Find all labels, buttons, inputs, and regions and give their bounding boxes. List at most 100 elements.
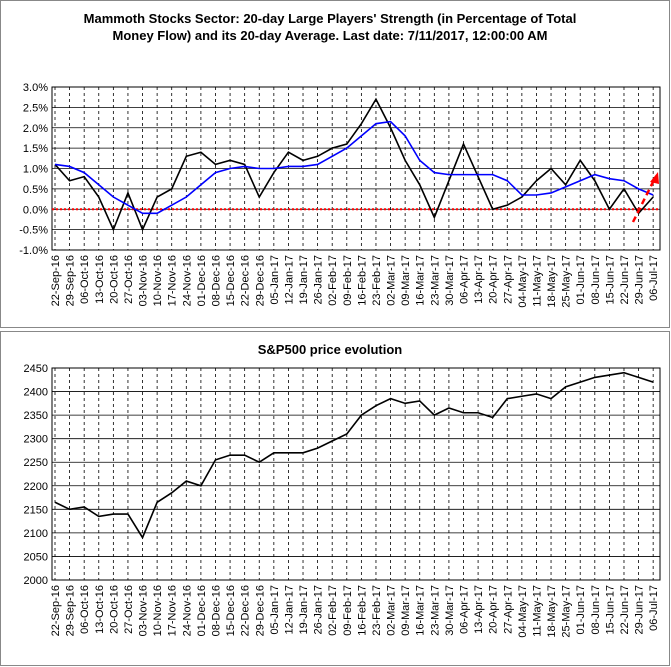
x-tick-label: 06-Jul-17 bbox=[648, 255, 660, 301]
x-tick-label: 22-Dec-16 bbox=[240, 255, 252, 306]
x-tick-label: 06-Jul-17 bbox=[648, 585, 660, 631]
y-tick-label: 2.0% bbox=[23, 123, 48, 135]
panel-border bbox=[0, 331, 670, 666]
x-tick-label: 27-Oct-16 bbox=[123, 255, 135, 304]
x-tick-label: 30-Mar-17 bbox=[444, 255, 456, 306]
x-tick-label: 06-Apr-17 bbox=[459, 585, 471, 634]
x-tick-label: 23-Mar-17 bbox=[429, 255, 441, 306]
x-tick-label: 29-Sep-16 bbox=[65, 585, 77, 636]
x-tick-label: 26-Jan-17 bbox=[313, 255, 325, 305]
x-tick-label: 06-Oct-16 bbox=[79, 255, 91, 304]
series-line bbox=[54, 97, 654, 232]
y-tick-label: -1.0% bbox=[19, 245, 48, 257]
x-tick-label: 06-Apr-17 bbox=[459, 255, 471, 304]
x-tick-label: 08-Jun-17 bbox=[590, 585, 602, 635]
x-tick-label: 15-Dec-16 bbox=[225, 255, 237, 306]
x-tick-label: 22-Sep-16 bbox=[50, 255, 62, 306]
x-tick-label: 27-Oct-16 bbox=[123, 585, 135, 634]
x-tick-label: 09-Feb-17 bbox=[342, 585, 354, 636]
x-tick-label: 18-May-17 bbox=[546, 585, 558, 638]
series-line bbox=[54, 371, 654, 540]
x-tick-label: 11-May-17 bbox=[531, 585, 543, 637]
x-tick-label: 03-Nov-16 bbox=[138, 585, 150, 636]
x-tick-label: 02-Mar-17 bbox=[386, 255, 398, 306]
x-tick-label: 13-Apr-17 bbox=[473, 255, 485, 304]
x-tick-label: 29-Jun-17 bbox=[634, 585, 646, 635]
x-tick-label: 01-Dec-16 bbox=[196, 585, 208, 636]
x-tick-label: 22-Sep-16 bbox=[50, 585, 62, 636]
x-tick-label: 08-Dec-16 bbox=[210, 585, 222, 636]
x-tick-label: 13-Oct-16 bbox=[94, 585, 106, 634]
x-tick-label: 02-Mar-17 bbox=[386, 585, 398, 636]
x-tick-label: 22-Dec-16 bbox=[240, 585, 252, 636]
x-tick-label: 15-Jun-17 bbox=[604, 255, 616, 305]
x-tick-label: 29-Dec-16 bbox=[254, 585, 266, 636]
x-tick-label: 20-Oct-16 bbox=[108, 255, 120, 304]
x-tick-label: 27-Apr-17 bbox=[502, 585, 514, 634]
series-line bbox=[54, 120, 654, 215]
x-tick-label: 04-May-17 bbox=[517, 255, 529, 308]
y-tick-label: -0.5% bbox=[19, 225, 48, 237]
annotation-arrow bbox=[631, 177, 657, 223]
x-tick-label: 25-May-17 bbox=[561, 255, 573, 308]
x-tick-label: 06-Oct-16 bbox=[79, 585, 91, 634]
y-tick-label: 2200 bbox=[24, 481, 48, 493]
plot-area bbox=[51, 367, 661, 581]
x-tick-label: 12-Jan-17 bbox=[283, 585, 295, 635]
y-tick-label: 1.0% bbox=[23, 164, 48, 176]
x-tick-label: 05-Jan-17 bbox=[269, 255, 281, 305]
x-tick-label: 20-Apr-17 bbox=[488, 585, 500, 634]
x-tick-label: 01-Dec-16 bbox=[196, 255, 208, 306]
y-tick-label: 2300 bbox=[24, 434, 48, 446]
x-tick-label: 29-Dec-16 bbox=[254, 255, 266, 306]
x-tick-label: 17-Nov-16 bbox=[167, 585, 179, 636]
x-tick-label: 15-Dec-16 bbox=[225, 585, 237, 636]
x-tick-label: 18-May-17 bbox=[546, 255, 558, 308]
y-tick-label: 2250 bbox=[24, 457, 48, 469]
x-tick-label: 20-Apr-17 bbox=[488, 255, 500, 304]
chart-title: S&P500 price evolution bbox=[257, 342, 403, 357]
y-tick-label: 2100 bbox=[24, 528, 48, 540]
x-tick-label: 15-Jun-17 bbox=[604, 585, 616, 635]
y-tick-label: 2.5% bbox=[23, 102, 48, 114]
x-tick-label: 13-Oct-16 bbox=[94, 255, 106, 304]
x-tick-label: 12-Jan-17 bbox=[283, 255, 295, 305]
y-tick-label: 2450 bbox=[24, 363, 48, 375]
y-tick-label: 2350 bbox=[24, 410, 48, 422]
x-tick-label: 10-Nov-16 bbox=[152, 585, 164, 636]
y-tick-label: 3.0% bbox=[23, 82, 48, 94]
y-tick-label: 0.5% bbox=[23, 184, 48, 196]
x-tick-label: 03-Nov-16 bbox=[138, 255, 150, 306]
x-tick-label: 11-May-17 bbox=[531, 255, 543, 307]
x-tick-label: 09-Feb-17 bbox=[342, 255, 354, 306]
y-tick-label: 2150 bbox=[24, 504, 48, 516]
x-tick-label: 09-Mar-17 bbox=[400, 585, 412, 636]
x-tick-label: 02-Feb-17 bbox=[327, 585, 339, 636]
x-tick-label: 01-Jun-17 bbox=[575, 255, 587, 305]
x-tick-label: 09-Mar-17 bbox=[400, 255, 412, 306]
x-tick-label: 27-Apr-17 bbox=[502, 255, 514, 304]
y-tick-label: 2000 bbox=[24, 575, 48, 587]
x-tick-label: 22-Jun-17 bbox=[619, 585, 631, 635]
annotation-arrowhead bbox=[650, 172, 659, 184]
x-tick-label: 16-Mar-17 bbox=[415, 255, 427, 306]
y-tick-label: 2400 bbox=[24, 387, 48, 399]
x-tick-label: 01-Jun-17 bbox=[575, 585, 587, 635]
x-tick-label: 25-May-17 bbox=[561, 585, 573, 638]
x-tick-label: 23-Feb-17 bbox=[371, 585, 383, 636]
x-tick-label: 10-Nov-16 bbox=[152, 255, 164, 306]
chart-title: Mammoth Stocks Sector: 20-day Large Play… bbox=[83, 11, 577, 43]
x-tick-label: 19-Jan-17 bbox=[298, 255, 310, 305]
x-tick-label: 24-Nov-16 bbox=[181, 585, 193, 636]
panel-border bbox=[0, 0, 670, 328]
y-tick-label: 0.0% bbox=[23, 204, 48, 216]
x-tick-label: 16-Feb-17 bbox=[356, 585, 368, 636]
x-tick-label: 02-Feb-17 bbox=[327, 255, 339, 306]
x-tick-label: 17-Nov-16 bbox=[167, 255, 179, 306]
y-tick-label: 1.5% bbox=[23, 143, 48, 155]
x-tick-label: 26-Jan-17 bbox=[313, 585, 325, 635]
x-tick-label: 13-Apr-17 bbox=[473, 585, 485, 634]
x-tick-label: 19-Jan-17 bbox=[298, 585, 310, 635]
x-tick-label: 16-Mar-17 bbox=[415, 585, 427, 636]
